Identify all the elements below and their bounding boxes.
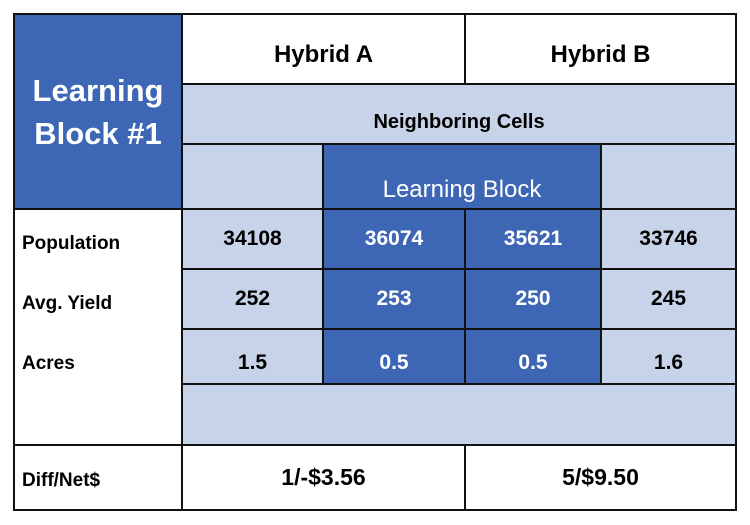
- population-learning-a: 36074: [323, 209, 465, 269]
- border-row-3: [182, 383, 736, 385]
- acres-learning-a: 0.5: [323, 329, 465, 384]
- title-line-1: Learning: [32, 72, 164, 108]
- footer-label: Diff/Net$: [14, 445, 182, 510]
- hybrid-b-header: Hybrid B: [465, 14, 736, 84]
- acres-neighbor-a: 1.5: [182, 329, 323, 384]
- border-row-2: [182, 328, 736, 330]
- border-header-bottom: [13, 208, 737, 210]
- border-learning-right: [600, 143, 602, 384]
- acres-learning-b: 0.5: [465, 329, 601, 384]
- empty-band: [182, 384, 736, 445]
- acres-neighbor-b: 1.6: [601, 329, 736, 384]
- neighboring-cells-header: Neighboring Cells: [182, 84, 736, 144]
- border-label-column: [181, 13, 183, 510]
- border-hybrid-split-top: [464, 13, 466, 84]
- header-neighbor-cell-right: [601, 144, 736, 209]
- border-row-1: [182, 268, 736, 270]
- footer-hybrid-b-value: 5/$9.50: [465, 445, 736, 510]
- border-outer-bottom: [13, 509, 737, 511]
- border-hybrid-header-bottom: [182, 83, 736, 85]
- learning-block-header: Learning Block: [323, 144, 601, 209]
- row-label-avg-yield: Avg. Yield: [14, 269, 182, 329]
- yield-neighbor-b: 245: [601, 269, 736, 329]
- row-label-population: Population: [14, 209, 182, 269]
- border-footer-top: [13, 444, 737, 446]
- yield-learning-b: 250: [465, 269, 601, 329]
- hybrid-a-header: Hybrid A: [182, 14, 465, 84]
- header-neighbor-cell-left: [182, 144, 323, 209]
- border-neighboring-bottom: [182, 143, 736, 145]
- border-footer-split: [464, 444, 466, 510]
- yield-learning-a: 253: [323, 269, 465, 329]
- population-learning-b: 35621: [465, 209, 601, 269]
- footer-hybrid-a-value: 1/-$3.56: [182, 445, 465, 510]
- population-neighbor-a: 34108: [182, 209, 323, 269]
- row-label-acres: Acres: [14, 329, 182, 389]
- row-label-empty: [14, 389, 182, 445]
- border-outer-right: [735, 13, 737, 510]
- population-neighbor-b: 33746: [601, 209, 736, 269]
- title-line-2: Block #1: [34, 115, 162, 151]
- border-outer-top: [13, 13, 737, 15]
- border-learning-left: [322, 143, 324, 384]
- learning-block-title: Learning Block #1: [14, 14, 182, 209]
- yield-neighbor-a: 252: [182, 269, 323, 329]
- border-learning-middle: [464, 209, 466, 384]
- border-outer-left: [13, 13, 15, 510]
